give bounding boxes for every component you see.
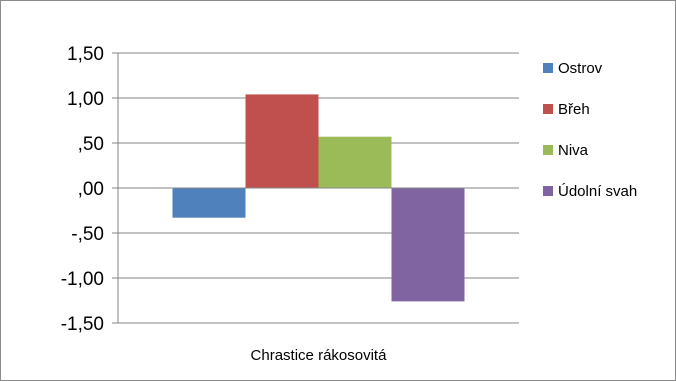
bar-ostrov — [172, 188, 246, 218]
legend-label-niva: Niva — [558, 142, 589, 159]
legend-label-údolní-svah: Údolní svah — [558, 183, 637, 200]
category-label: Chrastice rákosovitá — [251, 347, 388, 364]
legend-label-ostrov: Ostrov — [558, 60, 603, 77]
bars — [172, 94, 465, 302]
legend-swatch-břeh — [543, 104, 553, 114]
y-tick-label: -,50 — [71, 224, 104, 245]
y-tick-label: -1,00 — [61, 269, 104, 290]
legend-swatch-ostrov — [543, 63, 553, 73]
y-tick-label: 1,50 — [67, 44, 104, 65]
legend-swatch-údolní-svah — [543, 186, 553, 196]
y-axis-tick-labels: 1,50 1,00 ,50 ,00 -,50 -1,00 -1,50 — [61, 44, 104, 335]
y-tick-label: ,00 — [78, 179, 104, 200]
y-tick-label: -1,50 — [61, 314, 104, 335]
bar-údolní-svah — [391, 188, 465, 302]
x-axis-category-labels: Chrastice rákosovitá — [251, 347, 388, 364]
bar-niva — [318, 136, 392, 188]
legend-label-břeh: Břeh — [558, 101, 590, 118]
bar-břeh — [245, 94, 319, 188]
legend: Ostrov Břeh Niva Údolní svah — [543, 60, 637, 200]
y-tick-label: 1,00 — [67, 89, 104, 110]
y-tick-label: ,50 — [78, 134, 104, 155]
axes — [117, 53, 519, 323]
legend-swatch-niva — [543, 145, 553, 155]
